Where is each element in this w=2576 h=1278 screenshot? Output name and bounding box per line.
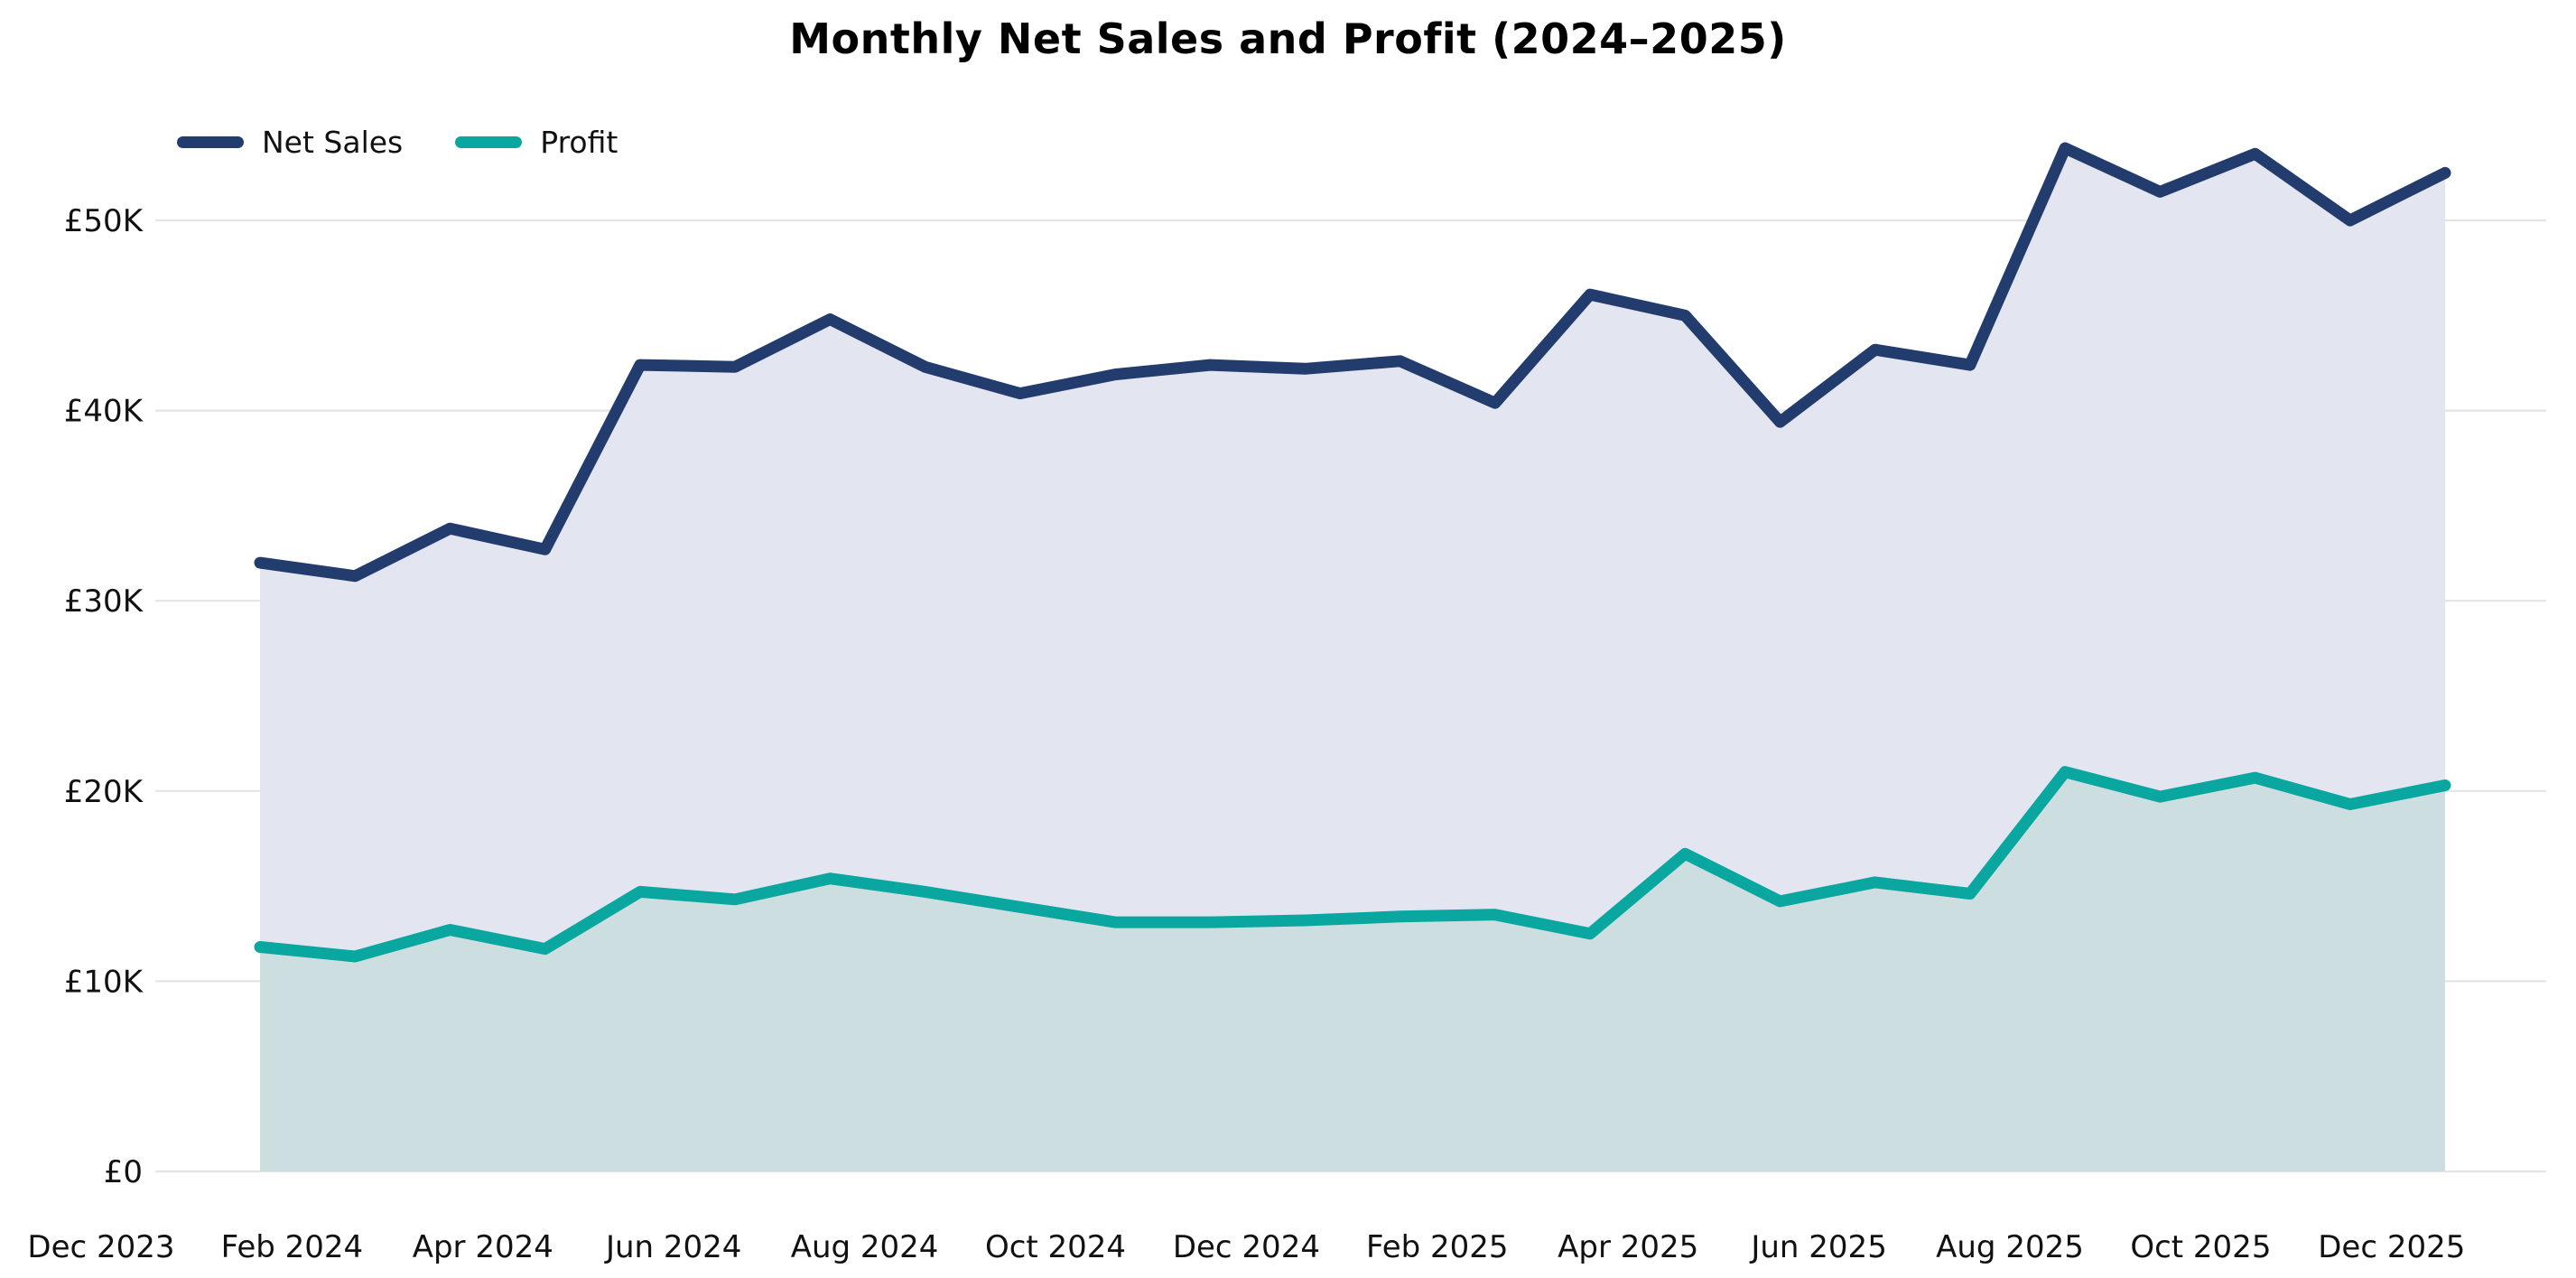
x-tick-label: Feb 2024: [221, 1229, 364, 1265]
x-tick-label: Feb 2025: [1366, 1229, 1509, 1265]
x-tick-label: Dec 2025: [2318, 1229, 2465, 1265]
legend-swatch-icon: [455, 136, 523, 148]
legend-label: Net Sales: [262, 125, 404, 160]
area-fill-profit: [260, 771, 2445, 1171]
y-tick-label: £0: [104, 1154, 143, 1190]
x-tick-label: Aug 2025: [1936, 1229, 2084, 1265]
legend: Net Sales Profit: [177, 125, 618, 160]
legend-swatch-icon: [177, 136, 244, 148]
chart-title: Monthly Net Sales and Profit (2024–2025): [789, 14, 1787, 63]
y-tick-label: £40K: [64, 394, 144, 430]
x-axis-labels: Dec 2023 Feb 2024 Apr 2024 Jun 2024 Aug 2024…: [27, 1229, 2465, 1265]
x-tick-label: Jun 2025: [1749, 1229, 1886, 1265]
x-tick-label: Dec 2023: [27, 1229, 174, 1265]
y-tick-label: £50K: [64, 203, 144, 239]
legend-label: Profit: [540, 125, 618, 160]
line-profit: [254, 766, 2451, 963]
x-tick-label: Apr 2025: [1558, 1229, 1698, 1265]
x-tick-label: Oct 2024: [985, 1229, 1126, 1265]
x-tick-label: Apr 2024: [413, 1229, 553, 1265]
series-lines: [254, 142, 2451, 963]
x-tick-label: Dec 2024: [1173, 1229, 1320, 1265]
area-fills: [260, 148, 2445, 1171]
y-tick-label: £30K: [64, 583, 144, 620]
legend-item-profit: Profit: [455, 125, 618, 160]
y-tick-label: £20K: [64, 774, 144, 810]
x-tick-label: Jun 2024: [604, 1229, 741, 1265]
legend-item-net-sales: Net Sales: [177, 125, 403, 160]
y-axis-labels: £0 £10K £20K £30K £40K £50K: [64, 203, 144, 1190]
y-tick-label: £10K: [64, 964, 144, 1000]
x-tick-label: Oct 2025: [2130, 1229, 2271, 1265]
line-net-sales: [254, 142, 2451, 583]
x-tick-label: Aug 2024: [791, 1229, 939, 1265]
